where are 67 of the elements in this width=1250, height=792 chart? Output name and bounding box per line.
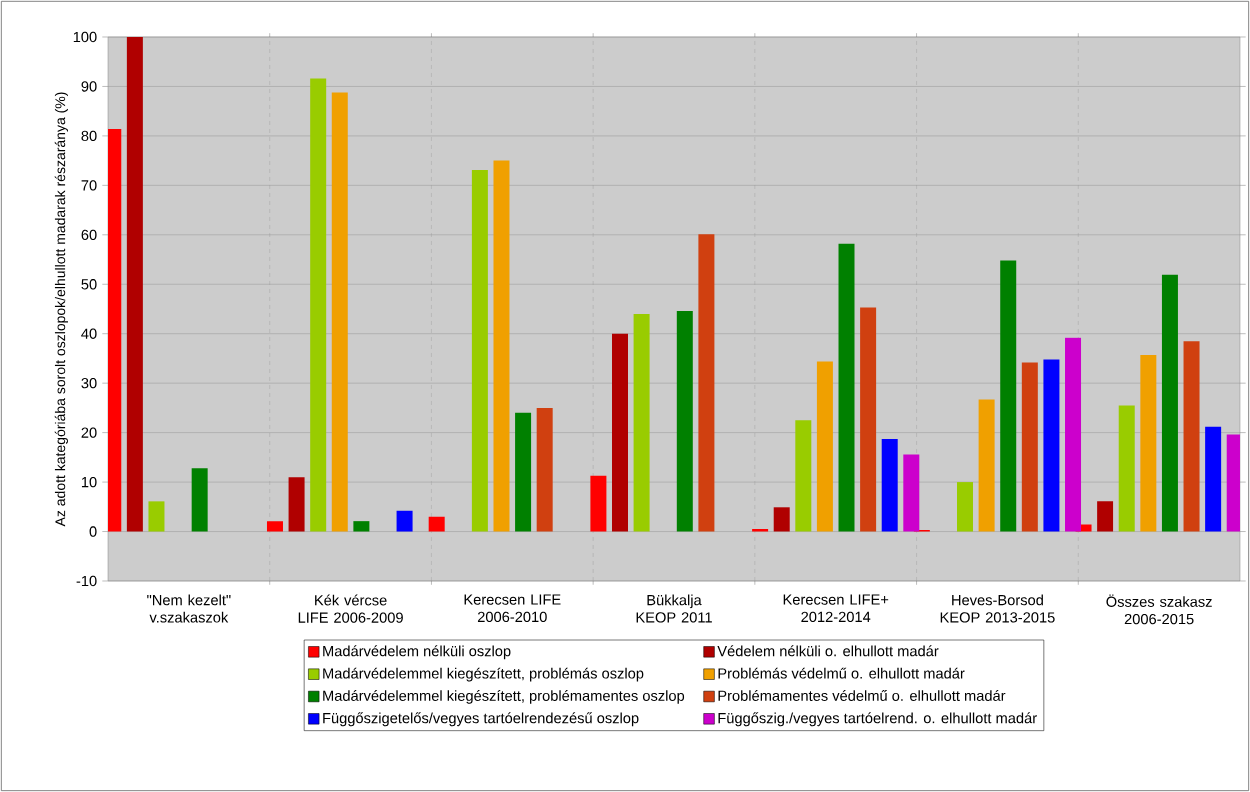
bar bbox=[1021, 362, 1038, 532]
bar bbox=[957, 482, 974, 532]
bar bbox=[126, 36, 143, 532]
x-tick-label: Heves-Borsod KEOP 2013-2015 bbox=[940, 594, 1055, 623]
bar bbox=[860, 307, 877, 532]
bar bbox=[612, 333, 628, 532]
bar bbox=[1043, 359, 1060, 532]
bar bbox=[148, 501, 165, 532]
y-tick-label: 40 bbox=[81, 328, 97, 339]
legend-label: Problémás védelmű o. elhullott madár bbox=[718, 667, 965, 679]
x-tick-label: Kék vércse LIFE 2006-2009 bbox=[298, 594, 403, 623]
bar bbox=[1097, 501, 1114, 532]
bar bbox=[191, 468, 208, 532]
bar bbox=[1118, 405, 1135, 532]
bar bbox=[698, 234, 715, 532]
bar bbox=[816, 361, 833, 532]
bar bbox=[1183, 341, 1200, 532]
bar bbox=[331, 92, 348, 532]
x-tick-label: "Nem kezelt" v.szakaszok bbox=[147, 594, 231, 623]
bar bbox=[536, 407, 553, 532]
bar bbox=[752, 529, 769, 532]
bar bbox=[1140, 354, 1157, 532]
bar bbox=[471, 170, 488, 532]
bar bbox=[1000, 260, 1017, 532]
y-tick-label: 80 bbox=[81, 130, 97, 142]
x-tick-label: Összes szakasz 2006-2015 bbox=[1106, 594, 1212, 625]
bar bbox=[590, 475, 607, 532]
bar bbox=[515, 412, 532, 532]
bar bbox=[1161, 274, 1178, 532]
bar bbox=[266, 521, 283, 532]
legend-label: Madárvédelem nélküli oszlop bbox=[323, 645, 511, 660]
bar bbox=[1065, 337, 1082, 532]
bar bbox=[838, 243, 855, 532]
bar bbox=[1205, 426, 1222, 532]
y-tick-label: 20 bbox=[81, 427, 97, 438]
bar bbox=[288, 477, 305, 532]
legend-label: Madárvédelemmel kiegészített, problémás oszlop bbox=[323, 667, 644, 682]
y-tick-label: 100 bbox=[73, 31, 97, 43]
legend-label: Függőszig./vegyes tartóelrend. o. elhullott madár bbox=[718, 712, 1037, 727]
bar bbox=[353, 521, 370, 532]
x-tick-label: Bükkalja KEOP 2011 bbox=[636, 594, 712, 623]
legend-label: Függőszigetelős/vegyes tartóelrendezésű oszlop bbox=[323, 712, 639, 727]
y-tick-label: 50 bbox=[81, 279, 97, 290]
y-tick-label: 10 bbox=[81, 476, 97, 488]
y-tick-label: -10 bbox=[76, 575, 97, 587]
bar bbox=[795, 420, 812, 532]
y-tick-label: 90 bbox=[81, 81, 97, 92]
bar bbox=[493, 160, 510, 532]
bar bbox=[310, 78, 327, 532]
legend-label: Madárvédelemmel kiegészített, problémamentes oszlop bbox=[323, 690, 685, 704]
legend-label: Védelem nélküli o. elhullott madár bbox=[717, 645, 939, 657]
y-tick-label: 70 bbox=[81, 180, 97, 191]
bar bbox=[428, 516, 445, 532]
bar bbox=[903, 454, 920, 532]
x-tick-label: Kerecsen LIFE 2006-2010 bbox=[464, 594, 561, 623]
x-tick-label: Kerecsen LIFE+ 2012-2014 bbox=[783, 594, 889, 623]
bar bbox=[978, 399, 995, 532]
y-tick-label: 0 bbox=[89, 526, 97, 537]
bar bbox=[881, 439, 898, 532]
y-axis-title: Az adott kategóriába sorolt oszlopok/elhullott madarak részaránya (%) bbox=[54, 92, 68, 527]
bar bbox=[676, 310, 693, 532]
y-tick-label: 30 bbox=[81, 377, 97, 389]
y-tick-label: 60 bbox=[81, 229, 97, 240]
bar bbox=[396, 510, 413, 532]
bar bbox=[773, 507, 790, 532]
bar bbox=[633, 313, 650, 532]
legend-label: Problémamentes védelmű o. elhullott madár bbox=[718, 690, 1006, 701]
